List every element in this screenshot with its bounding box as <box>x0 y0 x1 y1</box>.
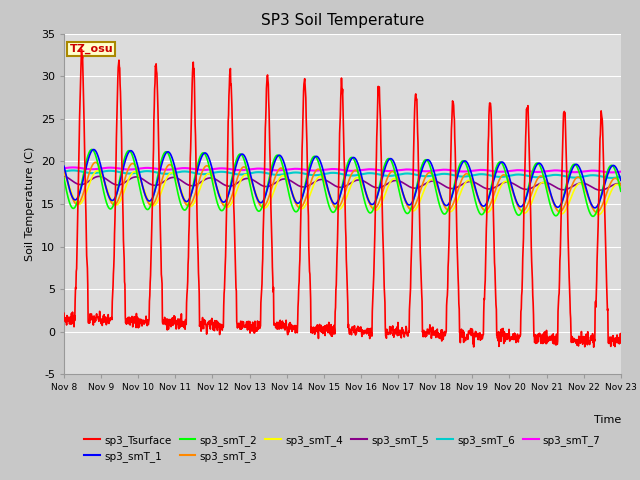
Text: Time: Time <box>593 415 621 425</box>
Text: TZ_osu: TZ_osu <box>70 44 113 54</box>
Y-axis label: Soil Temperature (C): Soil Temperature (C) <box>26 147 35 261</box>
Legend: sp3_Tsurface, sp3_smT_1, sp3_smT_2, sp3_smT_3, sp3_smT_4, sp3_smT_5, sp3_smT_6, : sp3_Tsurface, sp3_smT_1, sp3_smT_2, sp3_… <box>80 431 605 466</box>
Title: SP3 Soil Temperature: SP3 Soil Temperature <box>260 13 424 28</box>
